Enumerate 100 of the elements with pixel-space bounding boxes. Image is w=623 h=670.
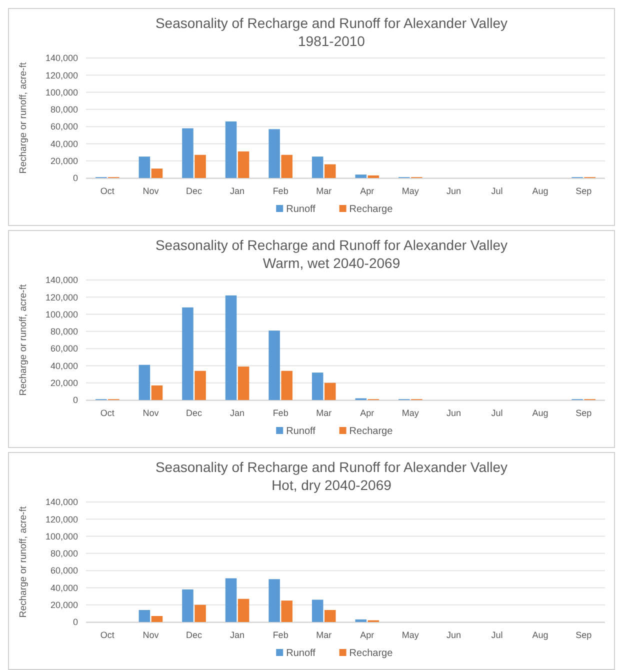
y-tick-label: 100,000	[45, 309, 78, 320]
y-tick-label: 60,000	[50, 122, 78, 132]
chart-subtitle: Hot, dry 2040-2069	[272, 477, 392, 493]
x-tick-label: Sep	[576, 408, 592, 418]
x-tick-label: Mar	[316, 630, 332, 640]
bar	[138, 610, 150, 622]
x-tick-label: Apr	[360, 186, 374, 196]
bar	[182, 307, 194, 400]
x-tick-label: Aug	[532, 408, 548, 418]
legend-label: Recharge	[349, 204, 394, 215]
bar	[281, 370, 292, 400]
y-tick-label: 100,000	[45, 531, 78, 542]
y-tick-label: 60,000	[50, 566, 78, 576]
bar	[238, 598, 250, 622]
x-tick-label: Jul	[491, 630, 503, 640]
x-tick-label: Feb	[272, 408, 288, 418]
x-tick-label: Dec	[186, 186, 202, 196]
bar	[182, 589, 194, 622]
y-tick-label: 20,000	[50, 600, 78, 610]
x-tick-label: Oct	[100, 186, 115, 196]
x-tick-label: May	[402, 186, 420, 196]
x-tick-label: Oct	[100, 630, 115, 640]
x-tick-label: Aug	[532, 630, 548, 640]
legend-label: Runoff	[286, 648, 316, 659]
bar	[238, 151, 250, 178]
x-tick-label: Jul	[491, 408, 503, 418]
x-tick-label: Mar	[316, 186, 332, 196]
chart-title: Seasonality of Recharge and Runoff for Alexander Valley	[155, 15, 508, 31]
bar	[324, 382, 336, 400]
x-tick-label: Nov	[142, 630, 160, 640]
y-tick-label: 140,000	[45, 53, 78, 64]
bar	[151, 616, 163, 622]
x-tick-label: Apr	[360, 630, 374, 640]
y-tick-label: 40,000	[50, 138, 78, 149]
y-tick-label: 0	[72, 173, 78, 184]
y-tick-label: 100,000	[45, 87, 78, 98]
y-tick-label: 120,000	[45, 292, 78, 302]
y-tick-label: 80,000	[50, 104, 78, 115]
bar	[138, 364, 150, 400]
bar	[312, 600, 324, 622]
bar	[138, 156, 150, 178]
bar	[225, 295, 237, 400]
y-tick-label: 40,000	[50, 582, 78, 593]
y-tick-label: 20,000	[50, 378, 78, 388]
legend-label: Runoff	[286, 204, 316, 215]
bar	[151, 168, 163, 178]
y-tick-label: 140,000	[45, 275, 78, 286]
x-tick-label: Jun	[446, 186, 461, 196]
x-tick-label: Feb	[272, 630, 288, 640]
bar	[268, 579, 280, 622]
bar	[324, 610, 336, 622]
bar	[281, 600, 292, 622]
bar	[281, 154, 292, 178]
x-tick-label: Jun	[446, 630, 461, 640]
y-axis-title: Recharge or runoff, acre-ft	[18, 284, 29, 396]
x-tick-label: Nov	[142, 408, 160, 418]
legend-label: Runoff	[286, 426, 316, 437]
y-tick-label: 80,000	[50, 326, 78, 337]
y-tick-label: 120,000	[45, 514, 78, 524]
chart-title: Seasonality of Recharge and Runoff for Alexander Valley	[155, 237, 508, 253]
y-tick-label: 60,000	[50, 344, 78, 354]
bar	[225, 121, 237, 178]
x-tick-label: Jul	[491, 186, 503, 196]
bar	[225, 578, 237, 622]
y-tick-label: 0	[72, 395, 78, 406]
y-axis-title: Recharge or runoff, acre-ft	[18, 62, 29, 174]
x-tick-label: Jan	[230, 186, 245, 196]
x-tick-label: Oct	[100, 408, 115, 418]
y-tick-label: 80,000	[50, 548, 78, 559]
y-tick-label: 20,000	[50, 156, 78, 166]
x-tick-label: May	[402, 408, 420, 418]
y-tick-label: 140,000	[45, 497, 78, 508]
legend-label: Recharge	[349, 426, 394, 437]
bar	[355, 174, 367, 178]
x-tick-label: Sep	[576, 186, 592, 196]
bar	[312, 156, 324, 178]
bar	[368, 175, 380, 178]
legend-label: Recharge	[349, 648, 394, 659]
bar	[324, 164, 336, 178]
x-tick-label: Jan	[230, 630, 245, 640]
bar	[268, 129, 280, 178]
x-tick-label: Jan	[230, 408, 245, 418]
x-tick-label: Aug	[532, 186, 548, 196]
chart-subtitle: Warm, wet 2040-2069	[262, 255, 400, 271]
x-tick-label: Dec	[186, 408, 202, 418]
y-tick-label: 0	[72, 617, 78, 628]
chart-subtitle: 1981-2010	[298, 33, 366, 49]
bar	[312, 372, 324, 400]
x-tick-label: Jun	[446, 408, 461, 418]
x-tick-label: Sep	[576, 630, 592, 640]
x-tick-label: Mar	[316, 408, 332, 418]
y-tick-label: 40,000	[50, 360, 78, 371]
y-tick-label: 120,000	[45, 70, 78, 80]
bar	[151, 385, 163, 400]
bar	[194, 154, 206, 178]
bar	[238, 366, 250, 400]
bar	[355, 619, 367, 622]
x-tick-label: May	[402, 630, 420, 640]
bar	[194, 370, 206, 400]
x-tick-label: Apr	[360, 408, 374, 418]
